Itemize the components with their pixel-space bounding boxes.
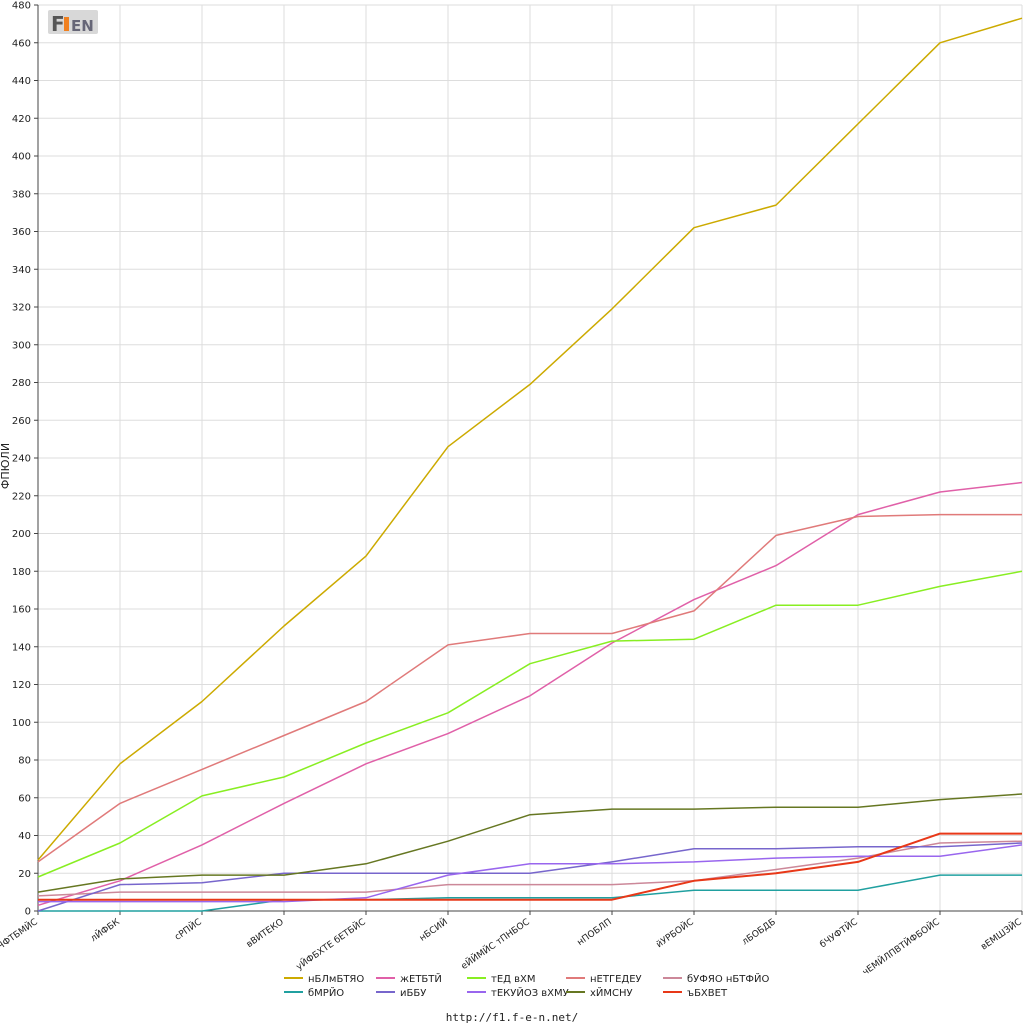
y-tick-label: 300 bbox=[12, 340, 31, 351]
footer-url[interactable]: http://f1.f-e-n.net/ bbox=[446, 1011, 578, 1024]
y-tick-label: 460 bbox=[12, 38, 31, 49]
axes bbox=[34, 4, 1023, 915]
y-tick-label: 260 bbox=[12, 416, 31, 427]
legend-label-4: нЕТГЕДЕУ bbox=[590, 974, 642, 985]
series-line-2 bbox=[37, 481, 1023, 907]
y-tick-label: 20 bbox=[18, 869, 31, 880]
y-tick-label: 240 bbox=[12, 454, 31, 465]
series-line-9 bbox=[37, 793, 1023, 893]
x-tick-label: йУРБОЙС bbox=[654, 916, 696, 951]
x-tick-label: чЕМЙЛПВТЙФБОЙС bbox=[860, 916, 942, 978]
legend-label-8: тЕКУЙОЗ вХМУ bbox=[491, 986, 569, 999]
svg-text:EN: EN bbox=[71, 17, 94, 35]
legend-label-9: хЙМСНУ bbox=[590, 986, 633, 999]
x-tick-label: нБСИЙ bbox=[417, 916, 450, 944]
y-tick-label: 60 bbox=[18, 793, 31, 804]
y-tick-label: 40 bbox=[18, 831, 31, 842]
y-tick-label: 400 bbox=[12, 152, 31, 163]
legend-label-1: нБЛмБТЯО bbox=[308, 974, 364, 985]
series-line-7 bbox=[37, 842, 1023, 912]
y-tick-label: 280 bbox=[12, 378, 31, 389]
legend-label-10: ъБХВЕТ bbox=[687, 988, 728, 999]
x-tick-label: лБОБДБ bbox=[741, 917, 778, 947]
y-tick-label: 360 bbox=[12, 227, 31, 238]
series-line-6 bbox=[38, 874, 1022, 912]
x-tick-label: лЙФБК bbox=[88, 915, 122, 944]
svg-text:F: F bbox=[51, 12, 65, 36]
legend-label-7: иББУ bbox=[400, 988, 426, 999]
x-tick-label: вВИТЕКО bbox=[245, 917, 286, 950]
series-line-8 bbox=[38, 844, 1023, 903]
y-tick-label: 0 bbox=[25, 907, 31, 918]
series-lines bbox=[37, 17, 1023, 912]
x-tick-label: уЙФБХТЕ бЕТБЙС bbox=[294, 916, 368, 973]
y-axis-label: ФПЮЛИ bbox=[0, 443, 12, 489]
series-line-3 bbox=[37, 570, 1023, 878]
y-tick-label: 320 bbox=[12, 303, 31, 314]
x-tick-label: нПОБЛП bbox=[576, 917, 614, 948]
y-tick-label: 120 bbox=[12, 680, 31, 691]
series-line-10 bbox=[38, 832, 1022, 901]
series-line-5 bbox=[37, 840, 1023, 897]
y-tick-label: 440 bbox=[12, 76, 31, 87]
x-tick-labels: бЧФТБМЙС лЙФБК сРПЙС вВИТЕКО уЙФБХТЕ бЕТБЙС н… bbox=[0, 915, 1024, 978]
x-tick-label: сРПЙС bbox=[172, 916, 204, 943]
y-tick-label: 420 bbox=[12, 114, 31, 125]
x-tick-label: еЙЙМЙС тПНБОС bbox=[459, 916, 532, 972]
series-line-4 bbox=[37, 513, 1022, 863]
y-tick-label: 340 bbox=[12, 265, 31, 276]
y-tick-labels: 0 20 40 60 80 100 120 140 160 180 200 220 240 260 280 3… bbox=[12, 1, 31, 918]
y-tick-label: 160 bbox=[12, 605, 31, 616]
legend: нБЛмБТЯО жЕТБТЙ тЕД вХМ нЕТГЕДЕУ бУФЯО нБТФЙ… bbox=[284, 972, 769, 999]
legend-label-6: бМРЙО bbox=[308, 986, 344, 999]
legend-label-3: тЕД вХМ bbox=[491, 974, 536, 985]
x-tick-label: бЧФТБМЙС bbox=[0, 916, 40, 956]
y-tick-label: 140 bbox=[12, 642, 31, 653]
y-tick-label: 100 bbox=[12, 718, 31, 729]
series-line-1 bbox=[37, 17, 1023, 861]
y-tick-label: 220 bbox=[12, 491, 31, 502]
legend-label-2: жЕТБТЙ bbox=[400, 972, 442, 985]
grid bbox=[37, 4, 1023, 912]
y-tick-label: 480 bbox=[12, 1, 31, 12]
x-tick-label: бЧУФТЙС bbox=[817, 916, 859, 951]
y-tick-label: 380 bbox=[12, 189, 31, 200]
y-tick-label: 80 bbox=[18, 756, 31, 767]
legend-label-5: бУФЯО нБТФЙО bbox=[687, 972, 769, 985]
y-tick-label: 200 bbox=[12, 529, 31, 540]
y-tick-label: 180 bbox=[12, 567, 31, 578]
f1-logo: F EN bbox=[48, 10, 98, 36]
x-tick-label: вЕМШЗЙС bbox=[978, 916, 1024, 953]
